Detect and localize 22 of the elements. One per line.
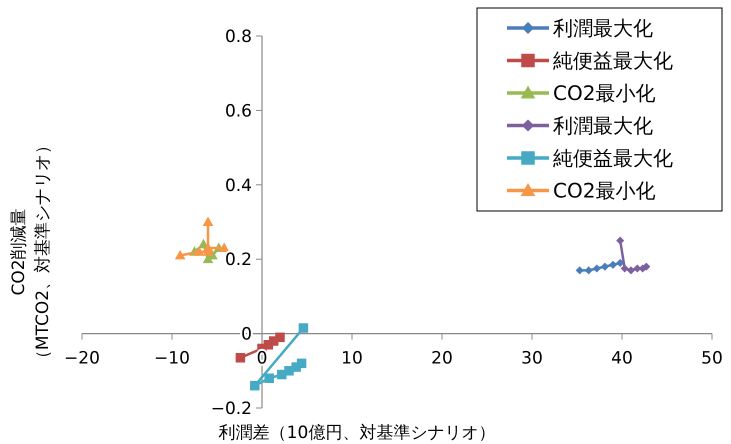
legend-label: 利潤最大化 xyxy=(553,16,653,40)
legend-label: 純便益最大化 xyxy=(553,48,673,72)
y-tick-label: −0.2 xyxy=(210,399,252,419)
x-tick-label: 50 xyxy=(701,348,723,369)
x-tick-label: 30 xyxy=(521,348,543,369)
legend-label: 純便益最大化 xyxy=(553,146,673,170)
x-axis-title: 利潤差（10億円、対基準シナリオ） xyxy=(218,423,496,443)
legend-label: CO2最小化 xyxy=(553,178,656,202)
x-tick-label: −20 xyxy=(64,348,100,369)
y-tick-label: 0.4 xyxy=(224,176,252,196)
x-tick-label: 40 xyxy=(611,348,633,369)
x-tick-label: 10 xyxy=(341,348,363,369)
y-tick-label: 0.8 xyxy=(224,27,252,47)
x-tick-label: 0 xyxy=(256,348,268,369)
y-tick-label: 0 xyxy=(241,324,252,345)
x-tick-label: −10 xyxy=(154,348,190,369)
y-tick-label: 0.6 xyxy=(224,101,252,122)
x-tick-label: 20 xyxy=(431,348,453,369)
legend-label: 利潤最大化 xyxy=(553,114,653,138)
legend-label: CO2最小化 xyxy=(553,81,656,105)
y-tick-label: 0.2 xyxy=(224,250,252,270)
y-axis-title: CO2削減量（MTCO2、対基準シナリオ） xyxy=(9,136,53,368)
